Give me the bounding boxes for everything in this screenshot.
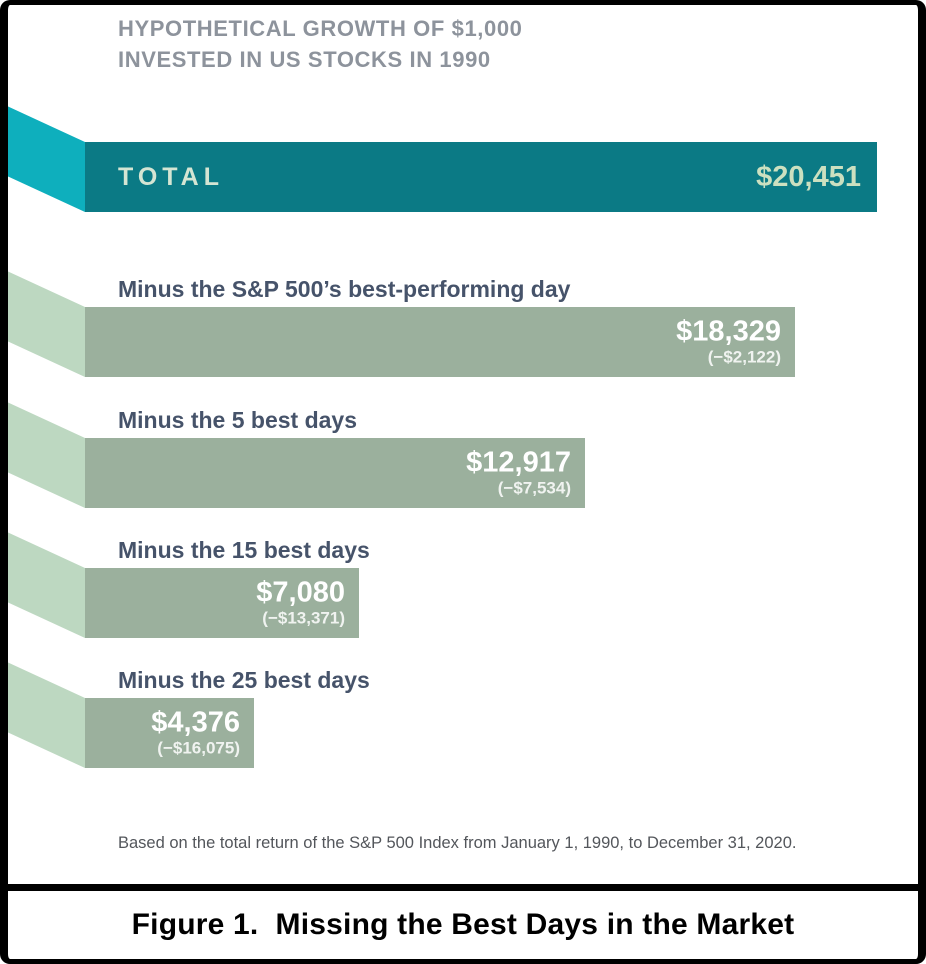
- bar-value: $18,329: [676, 315, 781, 348]
- chart-title-line2: INVESTED IN US STOCKS IN 1990: [118, 47, 491, 72]
- chart-title: HYPOTHETICAL GROWTH OF $1,000 INVESTED I…: [118, 13, 523, 75]
- caption-band: Figure 1. Missing the Best Days in the M…: [0, 891, 926, 959]
- total-fold-ribbon: [7, 106, 85, 212]
- bar-value: $12,917: [466, 446, 571, 479]
- bar-minus-best-day: $18,329 (−$2,122): [85, 307, 795, 377]
- bar-minus-5-best: $12,917 (−$7,534): [85, 438, 585, 508]
- bar-value-stack: $7,080 (−$13,371): [256, 576, 345, 629]
- chart-title-line1: HYPOTHETICAL GROWTH OF $1,000: [118, 16, 523, 41]
- bar-value-stack: $18,329 (−$2,122): [676, 315, 781, 368]
- bar-value: $7,080: [256, 576, 345, 609]
- row-fold-ribbon: [7, 662, 85, 768]
- bar-delta: (−$13,371): [262, 608, 345, 628]
- row-label-5-best: Minus the 5 best days: [118, 407, 358, 433]
- row-fold-ribbon: [7, 402, 85, 508]
- bar-minus-15-best: $7,080 (−$13,371): [85, 568, 359, 638]
- bar-value-stack: $4,376 (−$16,075): [151, 706, 240, 759]
- row-label-15-best: Minus the 15 best days: [118, 537, 370, 563]
- row-fold-ribbon: [7, 532, 85, 638]
- bar-value-stack: $12,917 (−$7,534): [466, 446, 571, 499]
- total-bar: TOTAL $20,451: [85, 142, 877, 212]
- bar-delta: (−$2,122): [707, 347, 781, 367]
- total-bar-value: $20,451: [756, 160, 861, 193]
- caption-separator-rule: [0, 884, 926, 891]
- total-bar-label: TOTAL: [118, 162, 225, 191]
- chart-footnote: Based on the total return of the S&P 500…: [118, 834, 797, 852]
- bar-minus-25-best: $4,376 (−$16,075): [85, 698, 254, 768]
- bar-value: $4,376: [151, 706, 240, 739]
- row-fold-ribbon: [7, 271, 85, 377]
- bar-delta: (−$16,075): [157, 738, 240, 758]
- row-label-25-best: Minus the 25 best days: [118, 667, 370, 693]
- row-label-best-day: Minus the S&P 500’s best-performing day: [118, 276, 571, 302]
- bar-delta: (−$7,534): [497, 478, 571, 498]
- figure-caption: Figure 1. Missing the Best Days in the M…: [131, 908, 795, 941]
